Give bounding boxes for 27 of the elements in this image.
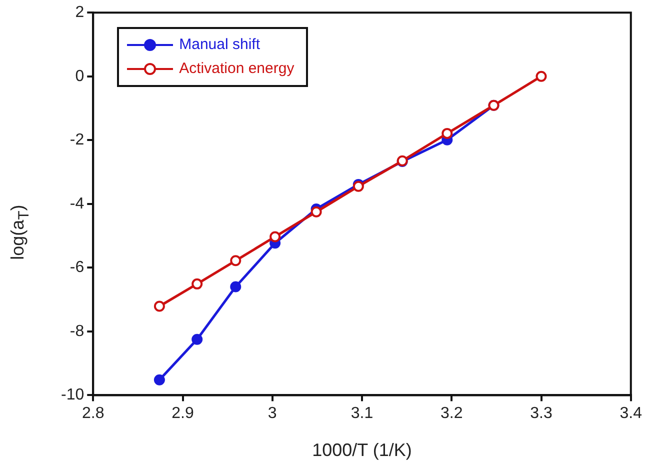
point <box>442 128 453 139</box>
y-tick-label: -10 <box>61 386 84 404</box>
point <box>270 231 281 242</box>
point <box>230 255 242 266</box>
x-tick-label: 3.4 <box>620 405 642 422</box>
point <box>154 300 165 312</box>
point <box>536 70 547 82</box>
y-tick-label: -4 <box>70 195 84 212</box>
y-tick-label: -6 <box>70 259 84 276</box>
point <box>192 278 203 290</box>
point <box>192 334 203 345</box>
y-tick-label: -8 <box>70 322 84 340</box>
x-axis-title: 1000/T (1/K) <box>312 440 412 460</box>
x-tick-label: 3 <box>268 405 277 422</box>
legend-label: Manual shift <box>179 36 260 54</box>
x-tick-label: 3.2 <box>440 405 463 422</box>
point <box>310 206 322 218</box>
y-tick-label: -2 <box>70 132 84 149</box>
point <box>230 281 242 292</box>
x-tick-label: 3.3 <box>530 405 552 422</box>
point <box>154 374 165 386</box>
x-tick-label: 2.9 <box>172 405 194 422</box>
x-tick-label: 3.1 <box>350 405 374 422</box>
y-tick-label: 2 <box>75 4 84 22</box>
y-tick-label: 0 <box>75 68 84 85</box>
x-tick-label: 2.8 <box>82 405 104 422</box>
legend-label: Activation energy <box>179 60 294 78</box>
